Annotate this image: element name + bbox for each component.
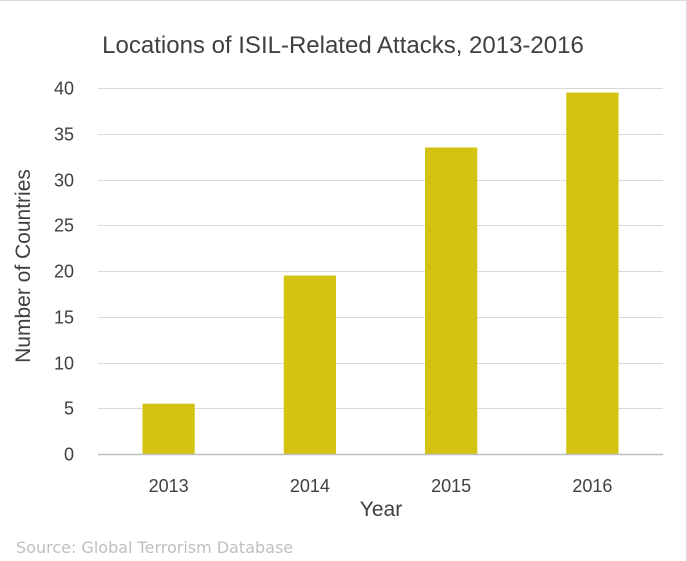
x-tick-label: 2013: [149, 476, 189, 496]
y-tick-label: 30: [54, 171, 74, 191]
x-tick-label: 2015: [431, 476, 471, 496]
x-tick-label: 2014: [290, 476, 330, 496]
y-tick-label: 15: [54, 308, 74, 328]
bars: [142, 92, 619, 454]
y-tick-label: 5: [64, 399, 74, 419]
y-tick-label: 25: [54, 216, 74, 236]
y-tick-label: 35: [54, 125, 74, 145]
x-axis-title: Year: [360, 498, 402, 521]
bar-2013: [142, 403, 195, 454]
y-axis-title: Number of Countries: [12, 169, 35, 363]
bar-2015: [424, 147, 478, 454]
bar-2016: [566, 92, 619, 454]
y-tick-label: 40: [54, 79, 74, 99]
chart-title: Locations of ISIL-Related Attacks, 2013-…: [102, 32, 584, 59]
y-tick-label: 0: [64, 445, 74, 465]
x-tick-label: 2016: [572, 476, 612, 496]
y-tick-label: 10: [54, 354, 74, 374]
source-note: Source: Global Terrorism Database: [16, 538, 293, 557]
bar-2014: [283, 275, 337, 454]
x-axis-ticks: 2013 2014 2015 2016: [149, 476, 613, 496]
y-axis-ticks: 0 5 10 15 20 25 30 35 40: [54, 79, 74, 465]
y-tick-label: 20: [54, 262, 74, 282]
